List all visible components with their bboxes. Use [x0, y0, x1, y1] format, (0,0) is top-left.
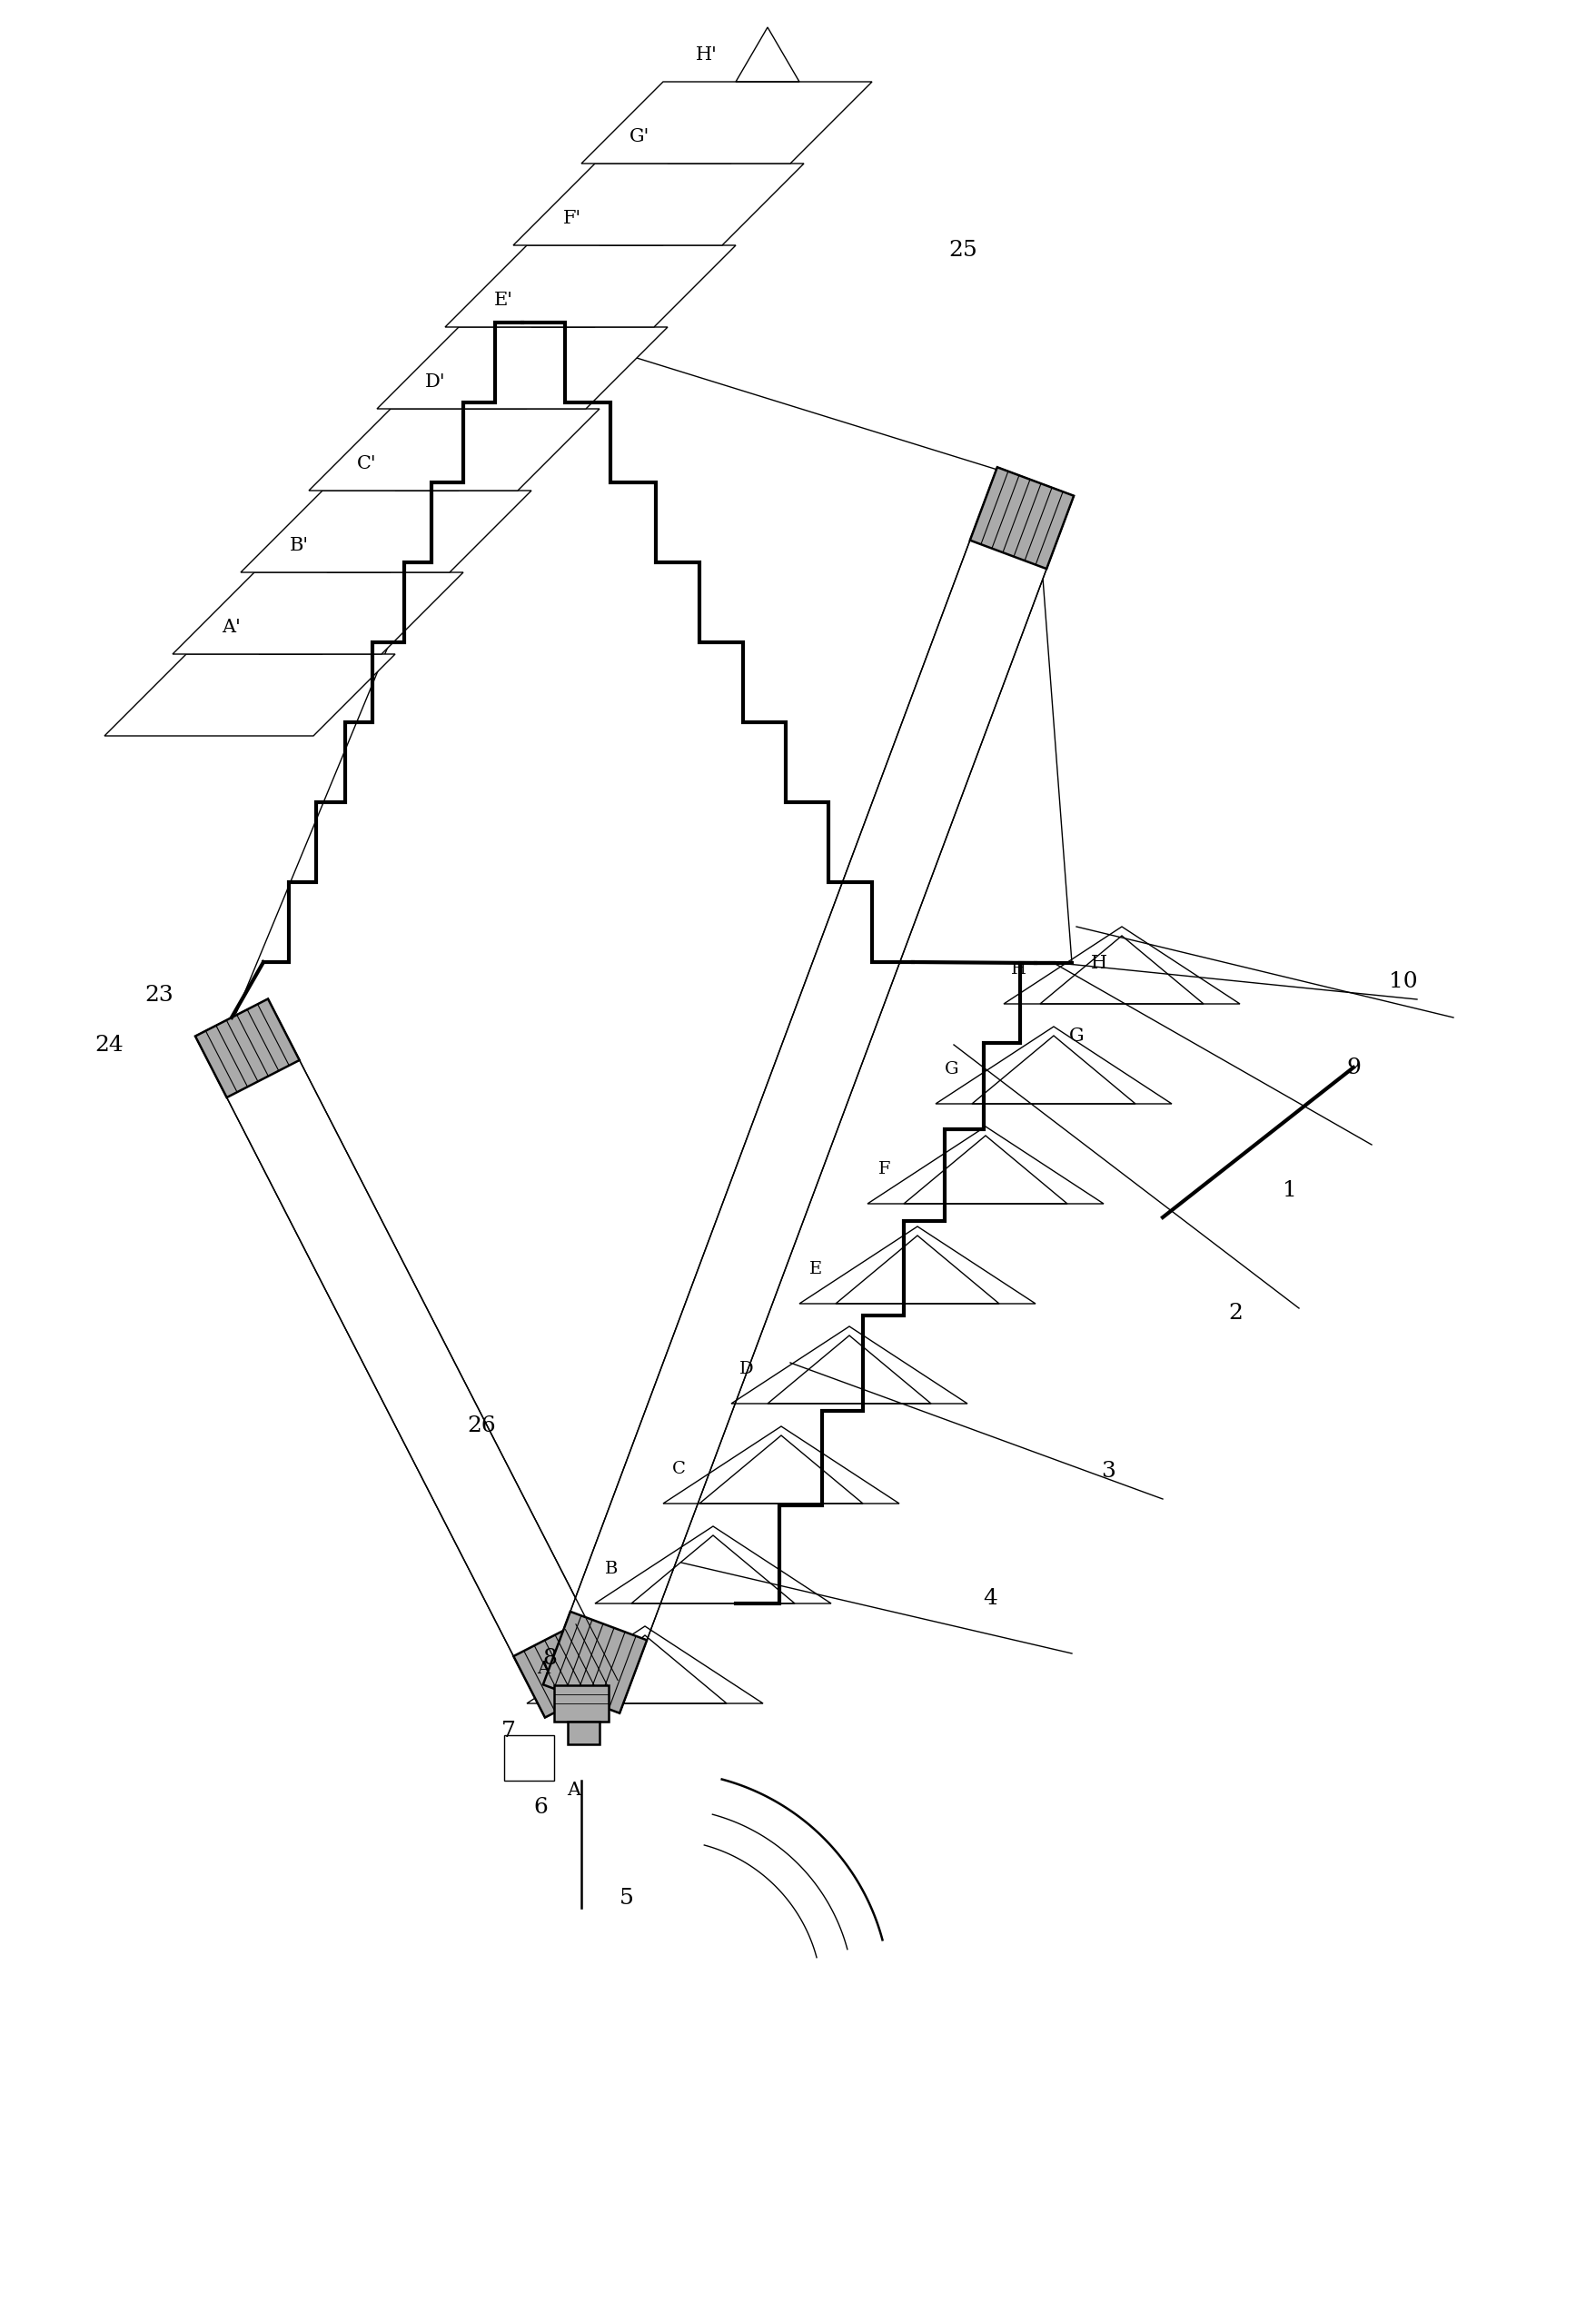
Text: 1: 1: [1283, 1180, 1298, 1201]
Text: G': G': [629, 128, 650, 144]
Polygon shape: [581, 81, 871, 163]
Text: 23: 23: [145, 985, 174, 1006]
Text: C': C': [358, 455, 377, 472]
Polygon shape: [195, 999, 618, 1717]
Text: 3: 3: [1101, 1461, 1116, 1482]
Text: 9: 9: [1347, 1057, 1361, 1078]
Polygon shape: [514, 1619, 618, 1717]
Text: A: A: [567, 1782, 581, 1798]
Text: A': A': [222, 618, 241, 637]
Text: 26: 26: [468, 1417, 496, 1436]
Text: H': H': [696, 46, 718, 63]
Text: 6: 6: [533, 1798, 547, 1819]
Polygon shape: [445, 246, 736, 328]
Polygon shape: [104, 655, 396, 736]
Text: F': F': [563, 209, 581, 228]
Text: 25: 25: [948, 239, 977, 260]
Text: E': E': [495, 290, 514, 309]
Text: 10: 10: [1389, 971, 1417, 992]
Polygon shape: [970, 467, 1074, 569]
Text: D: D: [741, 1361, 753, 1378]
Text: C: C: [672, 1461, 686, 1477]
Text: 4: 4: [983, 1589, 998, 1610]
Text: B': B': [289, 537, 310, 553]
Text: 5: 5: [619, 1889, 634, 1910]
Text: A: A: [536, 1661, 549, 1677]
Text: D': D': [425, 374, 445, 390]
Text: G: G: [945, 1062, 958, 1078]
Text: 24: 24: [94, 1034, 123, 1055]
Polygon shape: [172, 571, 463, 655]
Text: 8: 8: [543, 1647, 557, 1668]
Text: B: B: [605, 1561, 618, 1577]
Polygon shape: [241, 490, 531, 571]
Polygon shape: [195, 999, 300, 1096]
Text: 2: 2: [1229, 1303, 1243, 1324]
Text: F: F: [878, 1162, 891, 1178]
Polygon shape: [514, 163, 804, 246]
Text: H: H: [1092, 955, 1108, 971]
Polygon shape: [543, 467, 1074, 1712]
Polygon shape: [543, 1612, 646, 1712]
Polygon shape: [504, 1735, 554, 1782]
Polygon shape: [568, 1721, 600, 1745]
Polygon shape: [554, 1684, 608, 1721]
Text: E: E: [809, 1261, 822, 1278]
Text: H: H: [1010, 962, 1026, 978]
Text: 7: 7: [501, 1721, 516, 1742]
Text: G: G: [1069, 1027, 1084, 1045]
Polygon shape: [310, 409, 600, 490]
Polygon shape: [377, 328, 667, 409]
